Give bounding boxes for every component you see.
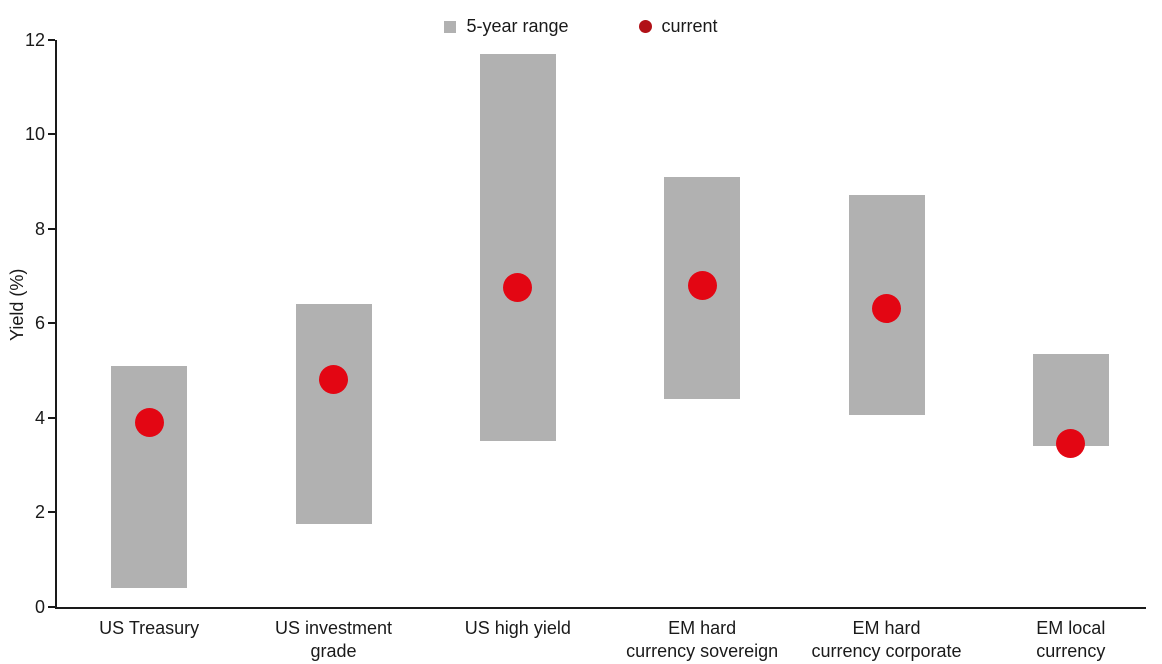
legend-item-current: current xyxy=(638,16,718,37)
category-label: EM hard currency corporate xyxy=(811,617,962,661)
current-dot xyxy=(1056,428,1086,458)
x-axis-line xyxy=(55,606,1146,609)
y-tick-label: 10 xyxy=(24,124,45,144)
y-tick-mark xyxy=(48,416,55,419)
y-tick-label: 12 xyxy=(24,29,45,50)
y-tick-mark xyxy=(48,322,55,324)
y-tick-label: 8 xyxy=(34,218,45,239)
range-bar xyxy=(479,53,556,442)
chart-legend: 5-year range current xyxy=(0,16,1162,37)
y-tick-mark xyxy=(48,227,55,230)
legend-range-label: 5-year range xyxy=(466,16,569,36)
current-dot xyxy=(134,407,164,437)
y-axis-line xyxy=(55,39,57,609)
current-dot xyxy=(503,273,533,303)
legend-item-range: 5-year range xyxy=(444,16,569,37)
current-dot xyxy=(319,365,348,395)
y-tick-mark xyxy=(48,511,55,513)
category-label: EM hard currency sovereign xyxy=(626,617,779,661)
current-dot xyxy=(687,270,717,300)
y-tick-mark xyxy=(48,605,55,608)
range-swatch-icon xyxy=(444,20,457,33)
y-tick-mark xyxy=(48,133,55,135)
range-bar xyxy=(295,304,372,524)
legend-current-label: current xyxy=(661,16,718,36)
y-tick-mark xyxy=(48,38,55,41)
current-dot-icon xyxy=(638,20,652,33)
y-tick-label: 0 xyxy=(34,596,45,617)
y-tick-label: 6 xyxy=(34,313,45,333)
y-tick-label: 4 xyxy=(34,407,45,428)
category-label: EM local currency xyxy=(1036,617,1106,661)
category-label: US Treasury xyxy=(99,617,200,638)
category-label: US investment grade xyxy=(274,617,393,661)
y-tick-label: 2 xyxy=(34,502,45,522)
category-label: US high yield xyxy=(464,617,571,638)
current-dot xyxy=(872,294,901,324)
range-bar xyxy=(111,365,188,588)
